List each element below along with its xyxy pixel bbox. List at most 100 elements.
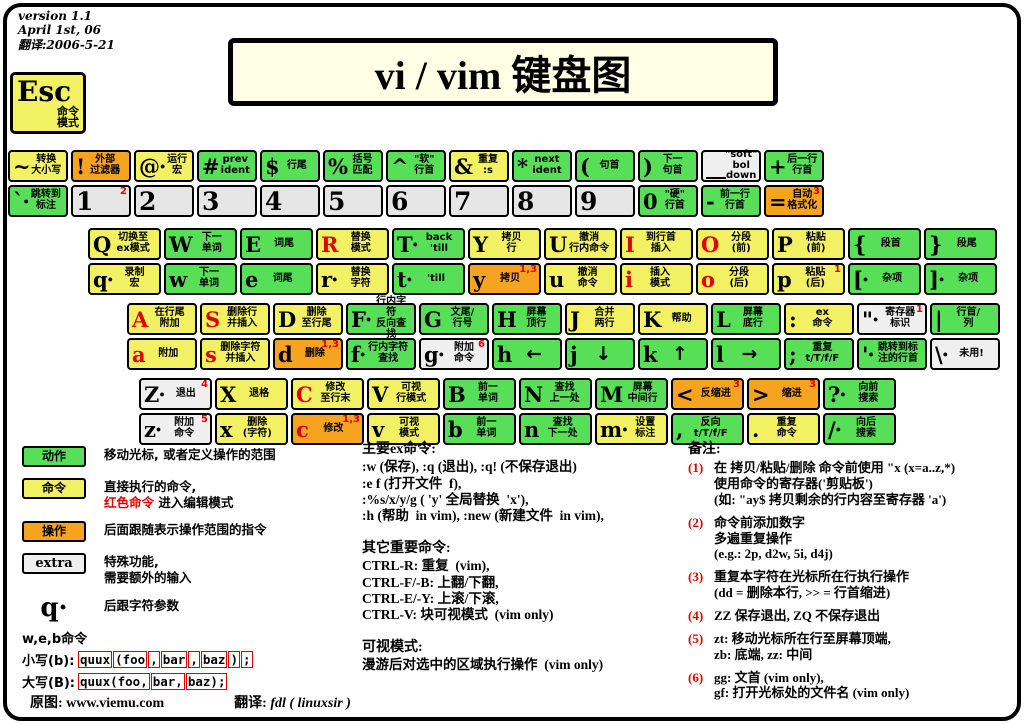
key-z: Z· 退出 4 z· 附加 命令 5 — [139, 378, 212, 448]
key-label: 替换 模式 — [350, 232, 371, 254]
key-5-top: % 括号 匹配 — [323, 150, 383, 182]
legend-item-5: q· 后跟字符参数 — [22, 595, 352, 621]
key-label: 附加 命令 — [174, 417, 195, 439]
note-text: gg: 文首 (vim only), gf: 打开光标处的文件名 (vim on… — [714, 669, 910, 701]
key-label: 'till — [426, 272, 446, 284]
key-label: 括号 匹配 — [352, 154, 373, 176]
key-q: Q 切换至 ex模式 q· 录制 宏 — [88, 228, 161, 298]
ex-command-line: :e f (打开文件 f), — [362, 475, 462, 491]
note-reference: 5 — [201, 414, 208, 425]
key-label: 帮助 — [671, 312, 692, 324]
key-p: P 粘贴 (前) p 粘贴 (后) 1 — [772, 228, 845, 298]
arrow-icon: → — [741, 342, 758, 365]
version-info: version 1.1 April 1st, 06 翻译:2006-5-21 — [18, 9, 115, 52]
key-lbrace-top: {段首 — [848, 228, 921, 260]
word-boundary-segment: baz — [200, 651, 228, 668]
key-symbol: H — [497, 306, 517, 332]
key-symbol: > — [752, 381, 770, 407]
key-o-top: O 分段 (前) — [696, 228, 769, 260]
key-j-bottom: j ↓ — [565, 338, 635, 370]
key-0-bottom: 0 "硬" 行首 — [638, 185, 698, 217]
key-label: 删除行 并插入 — [227, 307, 258, 329]
key-symbol: s — [205, 341, 217, 367]
key-symbol: 4 — [265, 186, 282, 216]
note-number: (5) — [688, 630, 704, 646]
key-label: "硬" 行首 — [664, 189, 686, 211]
key-label: 向后 搜索 — [855, 417, 876, 439]
key-symbol: , — [676, 416, 683, 442]
key-symbol: \· — [935, 341, 949, 367]
translator-name: fdl ( linuxsir ) — [270, 696, 351, 711]
key-symbol: W — [169, 231, 193, 257]
key-symbol: } — [929, 231, 942, 257]
legend-text-line: 需要额外的输入 — [104, 570, 192, 586]
note-reference: 1 — [834, 264, 841, 275]
key-label: 前一行 行首 — [719, 189, 750, 211]
key-symbol: __ — [706, 153, 726, 179]
key-symbol: C — [296, 381, 313, 407]
key-m: M 屏幕 中间行 m· 设置 标注 — [595, 378, 668, 448]
key-u-bottom: u 撤消 命令 — [544, 263, 617, 295]
key-label: 设置 标注 — [635, 417, 656, 439]
key-period-bottom: . 重复 命令 — [747, 413, 820, 445]
key-symbol: E — [245, 231, 261, 257]
legend-text: 直接执行的命令, 红色命令 进入编辑模式 — [104, 478, 233, 510]
key-symbol: 8 — [517, 186, 534, 216]
key-5: % 括号 匹配 5 — [323, 150, 383, 220]
key-quote-bottom: '· 跳转到标 注的行首 — [857, 338, 927, 370]
key-label: 拷贝 — [500, 272, 521, 284]
word-boundary-segment: ; — [240, 651, 253, 668]
key-label: 行内字符 查找 — [368, 342, 409, 364]
key-label: 行内字符 反向查找 — [376, 296, 407, 340]
key-label: "soft" bol down — [725, 148, 758, 182]
key-symbol: 5 — [328, 186, 345, 216]
key-e-top: E 词尾 — [240, 228, 313, 260]
title-box: vi / vim 键盘图 — [228, 38, 778, 106]
key-colon-top: : ex 命令 — [784, 303, 854, 335]
note-number: (4) — [688, 607, 704, 623]
note-text: 命令前添加数字 多遍重复操作 (e.g.: 2p, d2w, 5i, d4j) — [714, 514, 833, 562]
key-label: 分段 (前) — [731, 232, 752, 254]
key-symbol: y — [473, 266, 485, 292]
key-label: 跳转到 标注 — [30, 189, 61, 211]
ex-block-3: 可视模式: 漫游后对选中的区域执行操作 (vim only) — [362, 639, 684, 674]
key-symbol: ~ — [13, 153, 31, 179]
legend-text-line: 直接执行的命令, — [104, 479, 233, 495]
key-symbol: ! — [76, 153, 85, 179]
key-symbol: ; — [789, 341, 797, 367]
legend-swatch: 操作 — [22, 521, 86, 543]
key-slash-bottom: /· 向后 搜索 — [823, 413, 896, 445]
web-command-row-2: 大写(B): quux(foo, bar, baz); — [22, 672, 352, 691]
legend-text: 后面跟随表示操作范围的指令 — [104, 521, 267, 538]
key-r-top: R 替换 模式 — [316, 228, 389, 260]
key-label: 词尾 — [274, 237, 294, 249]
key-symbol: < — [676, 381, 694, 407]
key-symbol: A — [132, 306, 148, 332]
key-symbol: | — [935, 306, 943, 332]
key-minus-bottom: - 前一行 行首 — [701, 185, 761, 217]
key-v: V 可视 行模式 v 可视 模式 — [367, 378, 440, 448]
key-label: 可视 模式 — [399, 417, 420, 439]
key-symbol: O — [701, 231, 719, 257]
key-symbol: t· — [397, 266, 413, 292]
key-c: C 修改 至行末 c 修改 1,3 — [291, 378, 364, 448]
key-d-top: D 删除 至行尾 — [273, 303, 343, 335]
key-t-bottom: t· 'till — [392, 263, 465, 295]
ex-command-line: :w (保存), :q (退出), :q! (不保存退出) — [362, 459, 577, 475]
legend-swatch: extra — [22, 553, 86, 575]
legend-plain-text: 特殊功能, — [104, 554, 159, 570]
key-symbol: n — [524, 416, 539, 442]
key-symbol: 7 — [454, 186, 471, 216]
ex-command-line: :h (帮助 in vim), :new (新建文件 in vim), — [362, 508, 604, 524]
key-pipe-bottom: \· 未用! — [930, 338, 1000, 370]
key-4: $ 行尾 4 — [260, 150, 320, 220]
key-symbol: p — [777, 266, 792, 292]
key-s-top: S 删除行 并插入 — [200, 303, 270, 335]
key-symbol: a — [132, 341, 146, 367]
legend-text-line: 红色命令 进入编辑模式 — [104, 495, 233, 511]
word-boundary-segment: quux — [78, 651, 113, 668]
key-c-top: C 修改 至行末 — [291, 378, 364, 410]
key-symbol: F· — [351, 306, 372, 332]
key-label: 附加 命令 — [454, 342, 474, 364]
key-label: 段尾 — [956, 237, 977, 249]
